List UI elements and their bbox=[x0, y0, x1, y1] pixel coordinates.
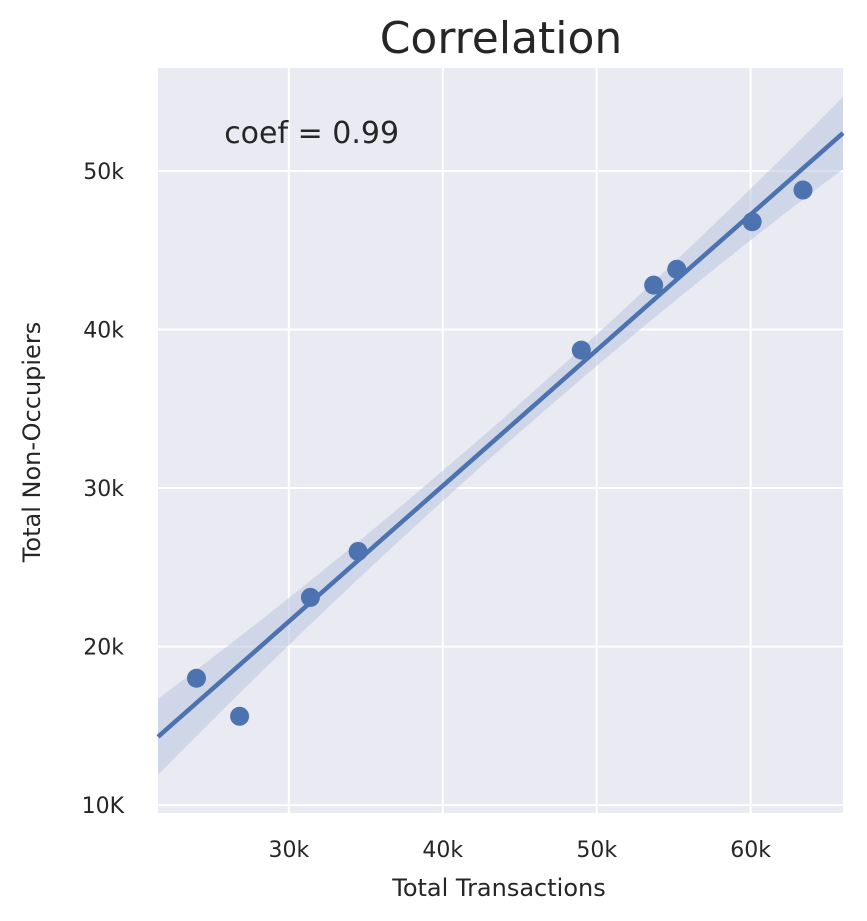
x-tick-label: 50k bbox=[576, 838, 617, 863]
x-tick-labels: 30k 40k 50k 60k bbox=[268, 838, 771, 863]
y-tick-labels: 10K 20k 30k 40k 50k bbox=[82, 160, 125, 819]
data-points bbox=[186, 180, 813, 726]
y-tick-label: 20k bbox=[83, 636, 124, 661]
chart-title: Correlation bbox=[380, 13, 623, 64]
data-point bbox=[230, 706, 250, 726]
y-tick-label: 50k bbox=[83, 160, 124, 185]
data-point bbox=[348, 541, 368, 561]
regression-line bbox=[156, 131, 845, 739]
x-tick-label: 30k bbox=[268, 838, 309, 863]
regression-line-group bbox=[156, 131, 845, 739]
data-point bbox=[186, 668, 206, 688]
x-tick-label: 40k bbox=[422, 838, 463, 863]
data-point bbox=[300, 587, 320, 607]
coef-annotation: coef = 0.99 bbox=[224, 116, 399, 151]
x-axis-label: Total Transactions bbox=[391, 874, 605, 902]
y-tick-label: 30k bbox=[83, 477, 124, 502]
y-tick-label: 40k bbox=[83, 319, 124, 344]
data-point bbox=[793, 180, 813, 200]
data-point bbox=[571, 340, 591, 360]
data-point bbox=[667, 259, 687, 279]
y-axis-label: Total Non-Occupiers bbox=[18, 322, 46, 563]
x-tick-label: 60k bbox=[730, 838, 771, 863]
data-point bbox=[644, 275, 664, 295]
data-point bbox=[742, 212, 762, 232]
y-tick-label: 10K bbox=[82, 794, 125, 819]
